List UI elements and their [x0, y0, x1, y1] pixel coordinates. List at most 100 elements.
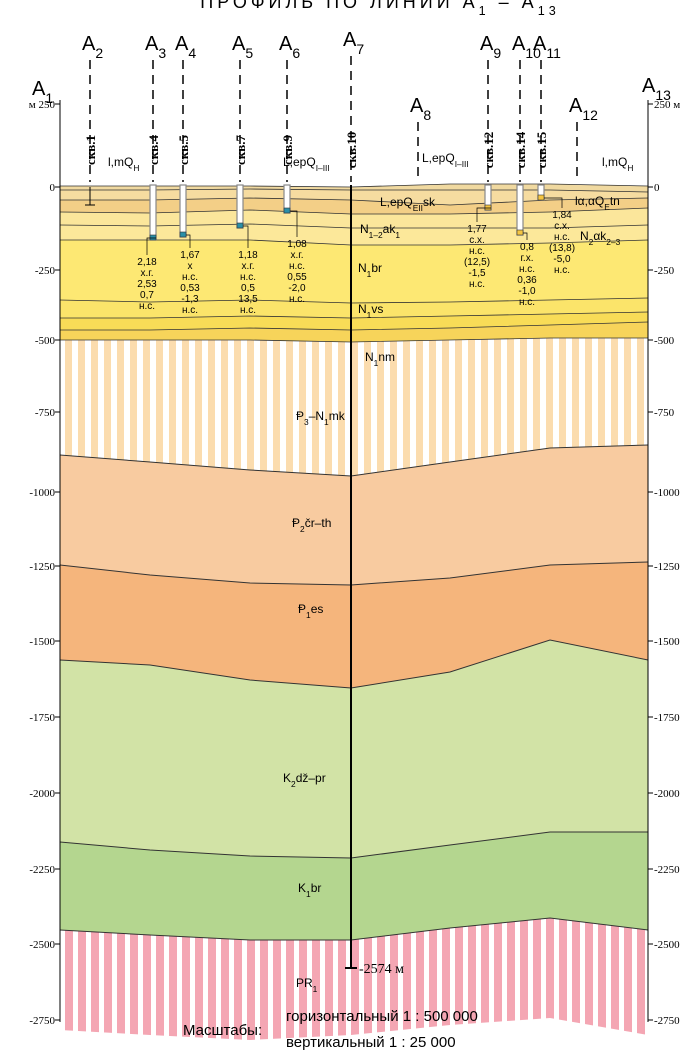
well-note: (12,5) [464, 257, 490, 268]
well-note: х.г. [242, 261, 255, 272]
well-note: с.х. [469, 235, 485, 246]
well-note: н.с. [469, 279, 485, 290]
point-label: A2 [82, 33, 103, 61]
tick-label: -750 [654, 407, 675, 419]
layer-label-part: K [283, 771, 291, 785]
well-interval [538, 195, 544, 200]
tick-label: -2500 [29, 939, 55, 951]
layer-label-part: N [580, 229, 589, 243]
layer-label-part: mk [329, 409, 346, 423]
point-label-part: 5 [245, 45, 253, 61]
tick-label: 0 [654, 182, 660, 194]
point-label-part: 13 [655, 87, 671, 103]
well [150, 185, 156, 240]
layer-label: l,mQH [108, 155, 139, 173]
well-interval [150, 235, 156, 240]
well-note: 1,08 [287, 239, 307, 250]
point-label-part: 8 [423, 107, 431, 123]
point-label-part: 6 [292, 45, 300, 61]
well-note: н.с. [519, 297, 535, 308]
layer-label: l,mQH [602, 155, 633, 173]
well-note: н.с. [554, 265, 570, 276]
layer-label-part: L,epQ [380, 195, 413, 209]
point-label: A9 [480, 33, 501, 61]
tick-label: -1500 [29, 636, 55, 648]
title: ПРОФИЛЬ ПО ЛИНИИ А1 – А13 [200, 0, 559, 18]
well-interval [180, 232, 186, 237]
well-note: 0,5 [241, 283, 255, 294]
well-note: 0,53 [180, 283, 200, 294]
well-note: н.с. [240, 272, 256, 283]
well-note: -1,3 [181, 294, 199, 305]
well-note: н.с. [139, 301, 155, 312]
layer-label-part: N [360, 222, 369, 236]
point-label-part: A [145, 33, 159, 55]
well-note: н.с. [289, 294, 305, 305]
title-part: – А [490, 0, 538, 12]
tick-label: -2000 [29, 788, 55, 800]
well-note: н.с. [240, 305, 256, 316]
layer-label-part: ak [383, 222, 397, 236]
well-note: 0,8 [520, 242, 534, 253]
layer-label: L,epQI–III [283, 155, 330, 173]
geological-profile: м 2500-250-500-750-1000-1250-1500-1750-2… [0, 0, 699, 1052]
well-note: 1,18 [238, 250, 258, 261]
layer-label-part: K [298, 881, 306, 895]
point-label-part: 7 [356, 41, 364, 57]
point-label-part: A [175, 33, 189, 55]
well-note: -1,5 [468, 268, 486, 279]
tick-label: -500 [35, 335, 56, 347]
well-interval [237, 223, 243, 228]
point-label-part: A [410, 95, 424, 117]
point-label-part: A [343, 29, 357, 51]
title-part: 13 [538, 4, 560, 18]
tick-label: -1750 [654, 712, 680, 724]
well-note: 13,5 [238, 294, 258, 305]
layer-label-part: es [311, 602, 324, 616]
tick-label: -2000 [654, 788, 680, 800]
tick-label: -2500 [654, 939, 680, 951]
layer-label-part: PR [296, 976, 313, 990]
tick-label: -750 [35, 407, 56, 419]
layer-label-part: –N [309, 409, 324, 423]
depth-label: -2574 м [359, 962, 404, 977]
point-label-part: A [642, 75, 656, 97]
point-label-part: A [480, 33, 494, 55]
layer-label-part: vs [371, 302, 383, 316]
layer-label-part: lα,αQ [575, 194, 604, 208]
well-note: н.с. [519, 264, 535, 275]
point-label-part: 2 [95, 45, 103, 61]
scale-caption: Масштабы: [183, 1022, 262, 1039]
point-label: A5 [232, 33, 253, 61]
layer-label-part: H [627, 163, 633, 173]
layer-label-part: αk [593, 229, 607, 243]
well-note: 2,53 [137, 279, 157, 290]
layer-label-part: Ᵽ [298, 602, 306, 616]
well-interval [284, 208, 290, 213]
point-label: A12 [569, 95, 598, 123]
layer-label-part: br [371, 261, 382, 275]
well-note: (13,8) [549, 243, 575, 254]
layer-label-part: br [311, 881, 322, 895]
point-label-part: 11 [546, 45, 561, 61]
layer-label-part: N [365, 350, 374, 364]
layer-label-part: L,epQ [283, 155, 316, 169]
tick-label: -1250 [29, 561, 55, 573]
tick-label: -2250 [29, 864, 55, 876]
well-note: -2,0 [288, 283, 306, 294]
layer-label-part: tn [610, 194, 620, 208]
well-note: н.с. [182, 305, 198, 316]
point-label: A4 [175, 33, 196, 61]
layer-label-part: l,mQ [602, 155, 627, 169]
layer-label-part: Ᵽ [296, 409, 304, 423]
layer-label-part: l,mQ [108, 155, 133, 169]
well-note: 1,84 [552, 210, 572, 221]
tick-label: -1250 [654, 561, 680, 573]
well [180, 185, 186, 237]
point-label: A6 [279, 33, 300, 61]
layer-label-part: čr–th [305, 516, 332, 530]
well-note: г.х. [521, 253, 534, 264]
layer-label-part: sk [423, 195, 436, 209]
layer-label-part: I–III [455, 159, 469, 169]
well-note: 1,77 [467, 224, 487, 235]
